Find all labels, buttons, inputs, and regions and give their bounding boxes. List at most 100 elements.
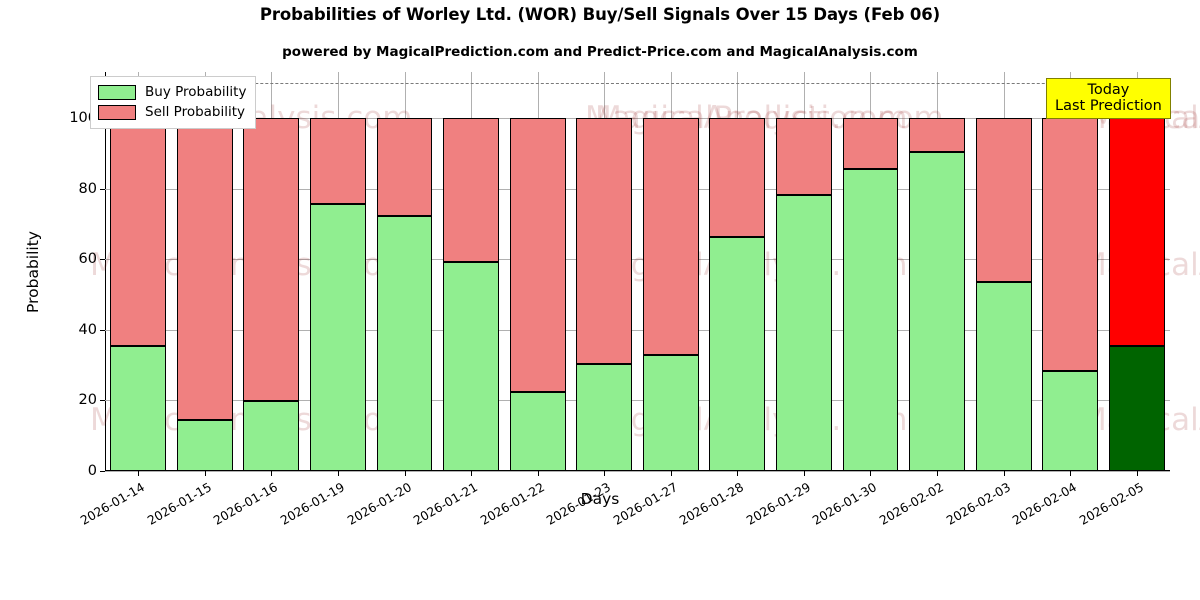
today-annotation: Today Last Prediction bbox=[1046, 78, 1171, 120]
bar-stack[interactable] bbox=[376, 72, 433, 471]
bar-stack[interactable] bbox=[110, 72, 167, 471]
bar-segment-sell[interactable] bbox=[176, 117, 233, 421]
bar-stack[interactable] bbox=[1042, 72, 1099, 471]
bar-stack[interactable] bbox=[709, 72, 766, 471]
bar-segment-buy[interactable] bbox=[1042, 370, 1099, 471]
x-tick-mark bbox=[604, 471, 606, 476]
x-tick-mark bbox=[1003, 471, 1005, 476]
bar-segment-buy[interactable] bbox=[709, 236, 766, 471]
today-annotation-line1: Today bbox=[1087, 82, 1130, 98]
legend-item-sell: Sell Probability bbox=[98, 102, 246, 122]
bar-segment-sell[interactable] bbox=[975, 117, 1032, 283]
x-tick-mark bbox=[204, 471, 206, 476]
bar-stack[interactable] bbox=[1108, 72, 1165, 471]
bar-segment-sell[interactable] bbox=[775, 117, 832, 195]
bar-stack[interactable] bbox=[975, 72, 1032, 471]
chart-title: Probabilities of Worley Ltd. (WOR) Buy/S… bbox=[259, 5, 941, 24]
chart-subtitle: powered by MagicalPrediction.com and Pre… bbox=[282, 44, 918, 60]
bar-segment-buy[interactable] bbox=[576, 363, 633, 471]
legend-swatch-buy bbox=[98, 84, 136, 100]
bar-segment-sell[interactable] bbox=[642, 117, 699, 355]
bar-segment-sell[interactable] bbox=[110, 117, 167, 347]
y-tick-mark bbox=[100, 188, 105, 190]
bar-segment-buy[interactable] bbox=[243, 401, 300, 471]
x-tick-mark bbox=[803, 471, 805, 476]
y-tick-mark bbox=[100, 471, 105, 472]
threshold-dashed-line bbox=[105, 82, 1170, 84]
bar-stack[interactable] bbox=[176, 72, 233, 471]
today-annotation-line2: Last Prediction bbox=[1055, 98, 1162, 115]
y-tick-label: 0 bbox=[87, 463, 97, 479]
x-tick-mark bbox=[138, 471, 140, 476]
y-tick-label: 20 bbox=[78, 392, 97, 409]
bar-segment-sell[interactable] bbox=[709, 117, 766, 237]
y-tick-mark bbox=[100, 400, 105, 402]
x-tick-mark bbox=[471, 471, 473, 476]
bar-stack[interactable] bbox=[842, 72, 899, 471]
bar-segment-buy[interactable] bbox=[110, 346, 167, 471]
legend-item-buy: Buy Probability bbox=[98, 82, 246, 102]
y-gridline bbox=[105, 188, 1170, 190]
x-tick-mark bbox=[1070, 471, 1072, 476]
bar-segment-sell[interactable] bbox=[909, 117, 965, 152]
y-tick-label: 100 bbox=[69, 109, 97, 126]
y-tick-label: 40 bbox=[78, 321, 97, 338]
y-gridline bbox=[105, 471, 1170, 472]
y-tick-mark bbox=[100, 329, 105, 331]
legend-label-sell: Sell Probability bbox=[145, 104, 246, 120]
bar-segment-buy[interactable] bbox=[642, 354, 699, 471]
x-tick-mark bbox=[1136, 471, 1138, 476]
bar-segment-sell[interactable] bbox=[576, 117, 633, 364]
bar-segment-buy[interactable] bbox=[509, 391, 566, 471]
y-axis-spine bbox=[105, 72, 106, 471]
x-tick-mark bbox=[737, 471, 739, 476]
bar-segment-sell[interactable] bbox=[443, 117, 500, 263]
x-tick-mark bbox=[937, 471, 939, 476]
y-gridline bbox=[105, 117, 1170, 119]
chart-legend: Buy Probability Sell Probability bbox=[90, 76, 257, 129]
bar-stack[interactable] bbox=[775, 72, 832, 471]
bar-segment-buy[interactable] bbox=[176, 420, 233, 471]
bar-segment-sell[interactable] bbox=[310, 117, 366, 205]
y-tick-mark bbox=[100, 259, 105, 261]
bar-segment-buy[interactable] bbox=[975, 282, 1032, 471]
legend-swatch-sell bbox=[98, 104, 136, 120]
x-tick-mark bbox=[870, 471, 872, 476]
bar-stack[interactable] bbox=[576, 72, 633, 471]
bar-segment-buy[interactable] bbox=[376, 216, 433, 471]
y-tick-label: 80 bbox=[78, 180, 97, 197]
y-gridline bbox=[105, 400, 1170, 402]
y-tick-label: 60 bbox=[78, 251, 97, 268]
bar-stack[interactable] bbox=[243, 72, 300, 471]
bar-segment-buy[interactable] bbox=[842, 169, 899, 471]
bar-segment-buy[interactable] bbox=[310, 204, 366, 471]
y-gridline bbox=[105, 329, 1170, 331]
x-tick-mark bbox=[537, 471, 539, 476]
y-gridline bbox=[105, 259, 1170, 261]
bar-segment-buy[interactable] bbox=[909, 151, 965, 471]
bar-segment-sell[interactable] bbox=[842, 117, 899, 170]
bar-stack[interactable] bbox=[509, 72, 566, 471]
bar-segment-sell[interactable] bbox=[1108, 117, 1165, 347]
bar-stack[interactable] bbox=[310, 72, 366, 471]
bar-stack[interactable] bbox=[443, 72, 500, 471]
bar-segment-sell[interactable] bbox=[243, 117, 300, 402]
bar-segment-buy[interactable] bbox=[775, 194, 832, 471]
bar-stack[interactable] bbox=[909, 72, 965, 471]
x-tick-mark bbox=[271, 471, 273, 476]
bar-stack[interactable] bbox=[642, 72, 699, 471]
bar-segment-sell[interactable] bbox=[509, 117, 566, 392]
bar-segment-buy[interactable] bbox=[443, 262, 500, 471]
x-axis-label: Days bbox=[580, 490, 620, 508]
x-tick-mark bbox=[404, 471, 406, 476]
legend-label-buy: Buy Probability bbox=[145, 84, 247, 100]
x-axis-spine bbox=[105, 470, 1170, 471]
bar-segment-sell[interactable] bbox=[376, 117, 433, 217]
plot-area: MagicalAnalysis.comMagicalAnalysis.comMa… bbox=[24, 72, 1200, 528]
x-tick-mark bbox=[670, 471, 672, 476]
bar-segment-buy[interactable] bbox=[1108, 346, 1165, 471]
bar-segment-sell[interactable] bbox=[1042, 117, 1099, 371]
x-tick-mark bbox=[337, 471, 339, 476]
y-axis-label: Probability bbox=[24, 230, 42, 313]
